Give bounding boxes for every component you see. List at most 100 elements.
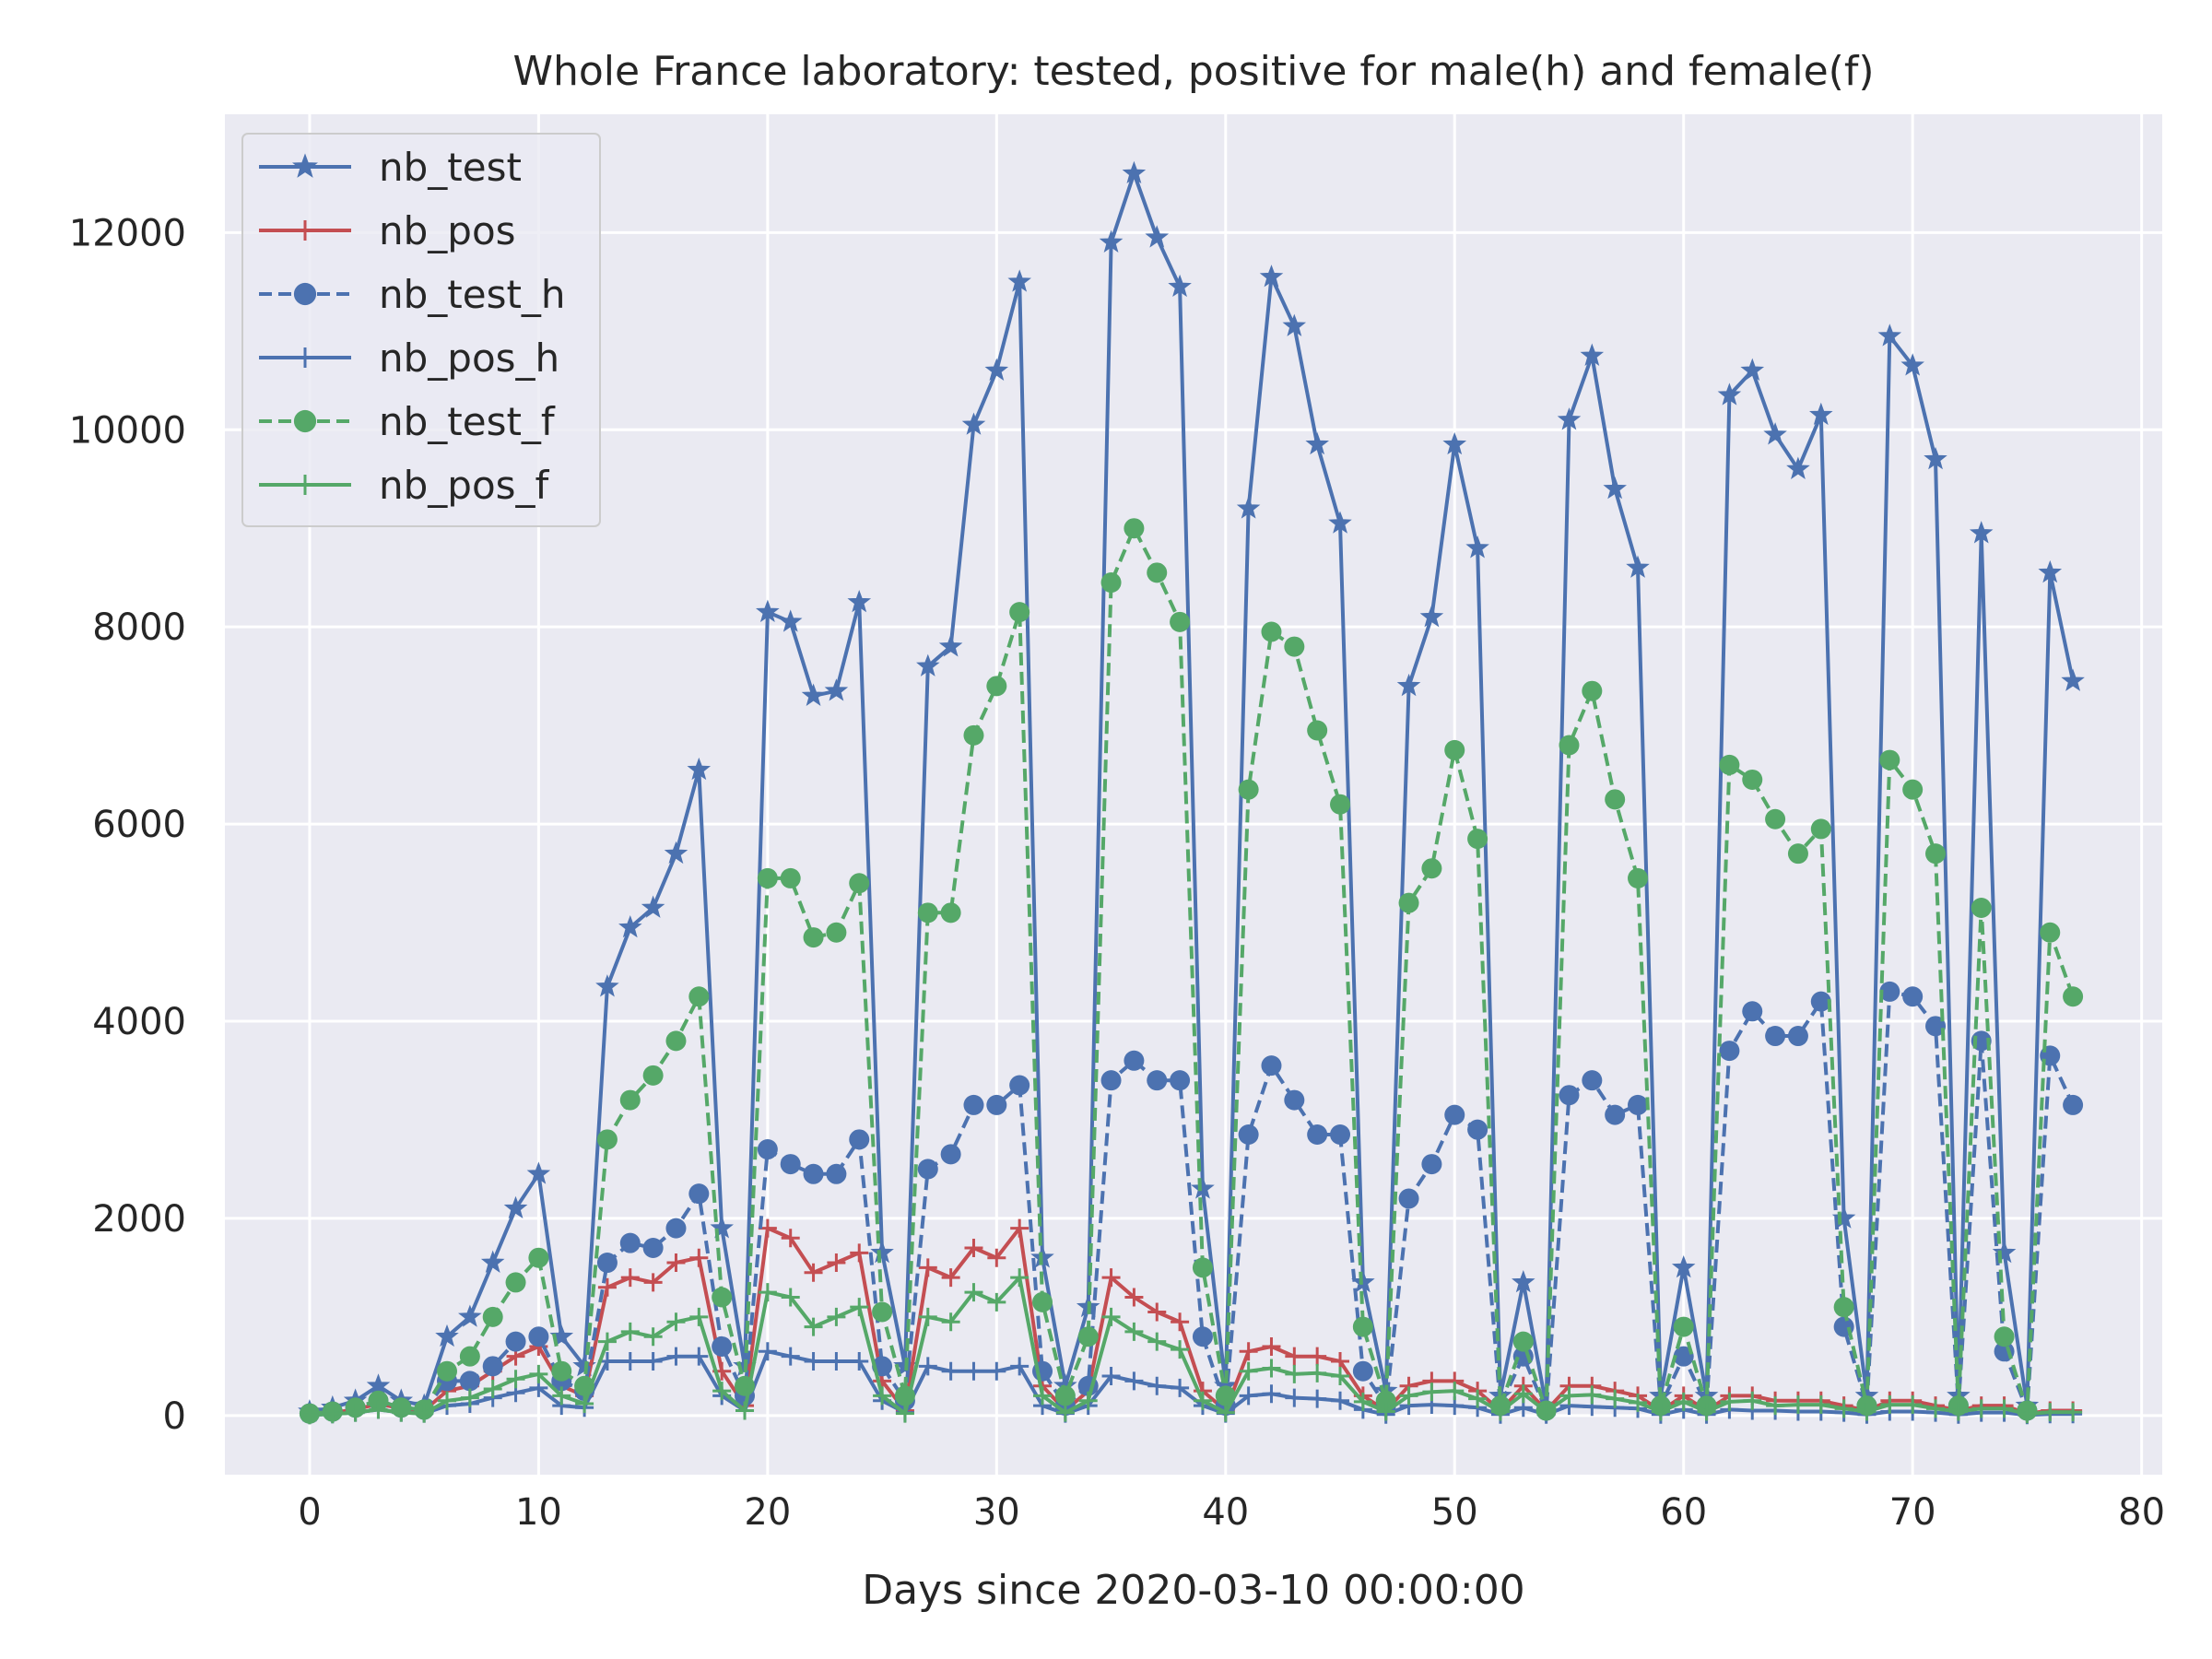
data-point [803,1163,824,1184]
data-point [666,1347,686,1366]
data-point [941,1268,960,1288]
y-axis-ticks: 0 2000 4000 6000 8000 10000 12000 [69,212,186,1437]
data-point [940,1144,961,1165]
data-point [1536,1402,1556,1421]
data-point [2018,1405,2037,1424]
data-point [803,927,824,948]
data-point [757,867,778,888]
data-point [987,1248,1006,1267]
data-point [849,1129,870,1150]
data-point [346,1403,365,1422]
data-point [1353,1392,1372,1411]
data-point [1284,1089,1305,1111]
data-point [1763,422,1787,445]
y-tick-label: 4000 [92,1001,186,1043]
data-point [1467,829,1488,850]
data-point [366,1373,391,1396]
data-point [778,609,803,632]
data-point [1307,720,1328,741]
data-point [1444,739,1465,760]
data-point [1971,1399,1991,1418]
data-point [918,1258,937,1277]
data-point [1926,1399,1946,1418]
data-point [1032,1291,1053,1312]
data-point [529,1364,548,1383]
data-point [665,1218,687,1239]
data-point [1444,1104,1465,1125]
y-tick-label: 6000 [92,804,186,846]
data-point [1238,1124,1259,1145]
data-point [1331,1367,1350,1386]
data-point [1375,1390,1396,1411]
data-point [619,1089,641,1111]
data-point [1880,1395,1900,1415]
data-point [2061,668,2085,691]
data-point [1124,518,1145,539]
data-point [1168,274,1192,298]
data-point [1239,1342,1258,1361]
data-point [1468,1389,1488,1408]
data-point [641,895,665,918]
data-point [1009,602,1030,623]
data-point [595,974,619,997]
data-point [1262,1359,1281,1378]
data-point [597,1277,617,1297]
data-point [1054,1385,1076,1406]
data-point [1376,1402,1395,1421]
data-point [1671,1254,1696,1278]
data-point [392,1403,411,1422]
data-point [1259,265,1284,288]
legend-marker [292,153,318,178]
data-point [1924,446,1947,470]
data-point [596,1253,618,1274]
data-point [1879,749,1900,771]
data-point [850,1243,869,1263]
data-point [1122,160,1147,184]
y-tick-label: 8000 [92,606,186,649]
y-tick-label: 0 [163,1395,186,1438]
data-point [1442,431,1467,455]
data-point [666,1253,686,1273]
data-point [619,1232,641,1253]
data-point [1717,382,1742,406]
data-point [1743,1391,1762,1410]
data-point [1077,1326,1099,1347]
data-point [917,902,938,924]
data-point [1834,1399,1853,1418]
data-point [850,1298,869,1317]
data-point [549,1324,574,1347]
x-tick-label: 70 [1889,1491,1936,1534]
data-point [1101,1268,1121,1288]
x-tick-label: 50 [1431,1491,1478,1534]
data-point [1742,769,1763,790]
data-point [918,1307,937,1326]
data-point [987,1292,1006,1312]
data-point [2038,559,2063,583]
data-point [940,902,961,924]
data-point [1810,991,1831,1012]
data-point [850,1352,869,1371]
data-point [323,1405,342,1424]
data-point [1147,1302,1167,1322]
data-point [689,1248,709,1267]
legend-label: nb_pos_h [379,335,559,381]
data-point [1673,1346,1694,1367]
data-point [781,1347,800,1366]
data-point [1902,986,1924,1007]
data-point [643,1273,663,1292]
data-point [1285,1364,1304,1383]
data-point [552,1386,571,1406]
data-point [1765,1026,1786,1047]
legend-item: nb_pos_f [259,463,550,508]
data-point [1651,1402,1670,1421]
data-point [1490,1402,1510,1421]
data-point [620,1322,640,1341]
x-tick-label: 40 [1202,1491,1249,1534]
data-point [506,1370,525,1389]
series-line [309,526,2075,1416]
data-point [824,678,849,701]
data-point [938,634,963,657]
data-point [916,653,940,677]
y-tick-label: 10000 [69,409,186,452]
data-point [1396,673,1421,697]
